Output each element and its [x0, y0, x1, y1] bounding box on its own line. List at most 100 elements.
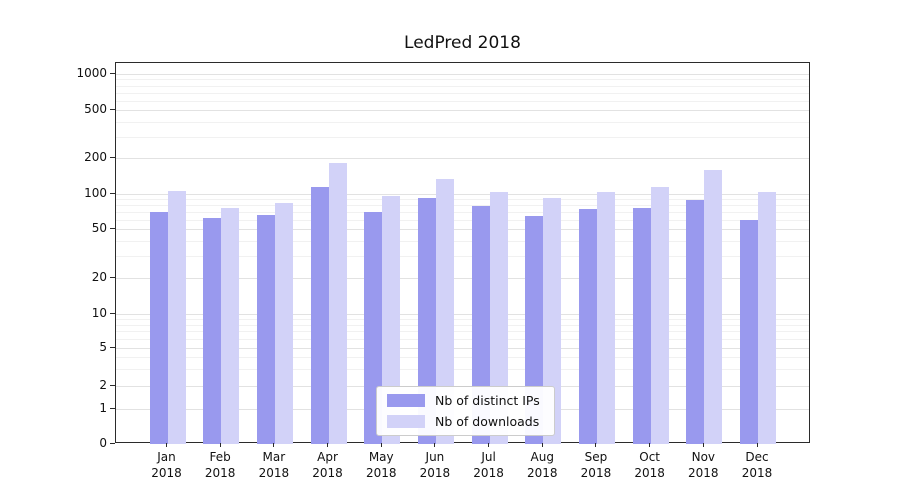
x-tick-label: Feb 2018 [188, 449, 252, 481]
x-tick-label: Oct 2018 [618, 449, 682, 481]
x-tick-mark [756, 443, 758, 447]
bar-downloads [435, 179, 454, 444]
gridline-minor [116, 79, 809, 81]
legend-label-downloads: Nb of downloads [435, 414, 540, 429]
x-tick-label-line: 2018 [312, 466, 343, 480]
bar-distinct-ips [686, 199, 705, 444]
x-tick-mark [273, 443, 275, 447]
legend-swatch-downloads [387, 415, 425, 428]
x-tick-mark [219, 443, 221, 447]
legend-label-distinct-ips: Nb of distinct IPs [435, 393, 540, 408]
bar-downloads [650, 186, 669, 444]
y-tick-mark [110, 312, 115, 314]
bar-distinct-ips [632, 207, 651, 444]
bar-downloads [704, 169, 723, 444]
y-tick-mark [110, 192, 115, 194]
x-tick-mark [488, 443, 490, 447]
y-tick-label: 10 [91, 306, 107, 320]
x-tick-label-line: 2018 [688, 466, 719, 480]
bar-distinct-ips [256, 214, 275, 444]
x-tick-label-line: 2018 [258, 466, 290, 480]
bar-downloads [167, 191, 186, 444]
x-tick-label-line: Feb [209, 450, 231, 464]
bar-distinct-ips [310, 186, 329, 444]
legend-swatch-distinct-ips [387, 394, 425, 407]
gridline-minor [116, 256, 809, 258]
gridline-minor [116, 199, 809, 201]
x-tick-mark [380, 443, 382, 447]
x-tick-label-line: Nov [691, 450, 716, 464]
x-tick-label: Jul 2018 [457, 449, 521, 481]
y-tick-mark [110, 72, 115, 74]
y-tick-label: 50 [91, 221, 107, 235]
x-tick-label-line: Sep [584, 450, 608, 464]
y-tick-mark [110, 407, 115, 409]
x-tick-label-line: 2018 [419, 466, 451, 480]
bar-downloads [274, 203, 293, 444]
gridline-minor [116, 100, 809, 102]
legend-item-downloads: Nb of downloads [387, 414, 540, 429]
y-tick-label: 20 [91, 270, 107, 284]
x-tick-label: Aug 2018 [510, 449, 574, 481]
x-tick-label: Sep 2018 [564, 449, 628, 481]
gridline-minor [116, 319, 809, 321]
gridline-minor [116, 324, 809, 326]
x-tick-label-line: 2018 [473, 466, 504, 480]
bar-downloads [758, 191, 776, 444]
x-tick-label: Apr 2018 [296, 449, 360, 481]
x-tick-label-line: 2018 [526, 466, 558, 480]
bar-downloads [596, 191, 615, 444]
y-tick-mark [110, 346, 115, 348]
x-tick-label: Nov 2018 [671, 449, 735, 481]
chart-title: LedPred 2018 [404, 33, 521, 53]
y-tick-label: 500 [84, 102, 107, 116]
bar-downloads [328, 163, 347, 444]
bar-distinct-ips [578, 209, 597, 444]
x-tick-mark [649, 443, 651, 447]
gridline-major [116, 158, 809, 159]
y-tick-mark [110, 156, 115, 158]
x-tick-label-line: 2018 [151, 466, 182, 480]
x-tick-mark [327, 443, 329, 447]
gridline-major [116, 229, 809, 230]
bar-distinct-ips [740, 219, 758, 444]
gridline-major [116, 194, 809, 195]
gridline-major [116, 314, 809, 315]
y-tick-label: 100 [84, 186, 107, 200]
x-tick-mark [166, 443, 167, 447]
gridline-major [116, 110, 809, 111]
x-tick-label: Dec 2018 [725, 449, 789, 481]
gridline-minor [116, 92, 809, 94]
x-tick-mark [595, 443, 597, 447]
gridline-minor [116, 339, 809, 341]
x-tick-label-line: Aug [530, 450, 554, 464]
x-tick-label: Mar 2018 [242, 449, 306, 481]
bar-distinct-ips [417, 198, 436, 444]
y-tick-mark [110, 108, 115, 110]
gridline-minor [116, 212, 809, 213]
bar-downloads [543, 197, 562, 444]
plot-area: Nb of distinct IPs Nb of downloads [115, 62, 810, 444]
gridline-minor [116, 85, 809, 87]
gridline-minor [116, 205, 809, 207]
gridline-minor [116, 136, 809, 138]
x-tick-mark [702, 443, 704, 447]
y-tick-label: 0 [99, 436, 107, 450]
bar-downloads [489, 191, 508, 444]
x-tick-label: Jun 2018 [403, 449, 467, 481]
x-tick-label-line: Jul [481, 450, 496, 464]
x-tick-label: May 2018 [349, 449, 413, 481]
bar-distinct-ips [203, 218, 222, 444]
x-tick-mark [541, 443, 543, 447]
gridline-minor [116, 240, 809, 242]
bar-distinct-ips [471, 205, 490, 444]
y-tick-label: 1000 [76, 66, 107, 80]
x-tick-label-line: Apr [317, 450, 338, 464]
x-tick-label: Jan 2018 [135, 449, 199, 481]
y-tick-label: 5 [99, 340, 107, 354]
x-tick-label-line: 2018 [634, 466, 665, 480]
x-tick-label-line: 2018 [204, 466, 236, 480]
gridline-minor [116, 369, 809, 371]
gridline-major [116, 348, 809, 349]
